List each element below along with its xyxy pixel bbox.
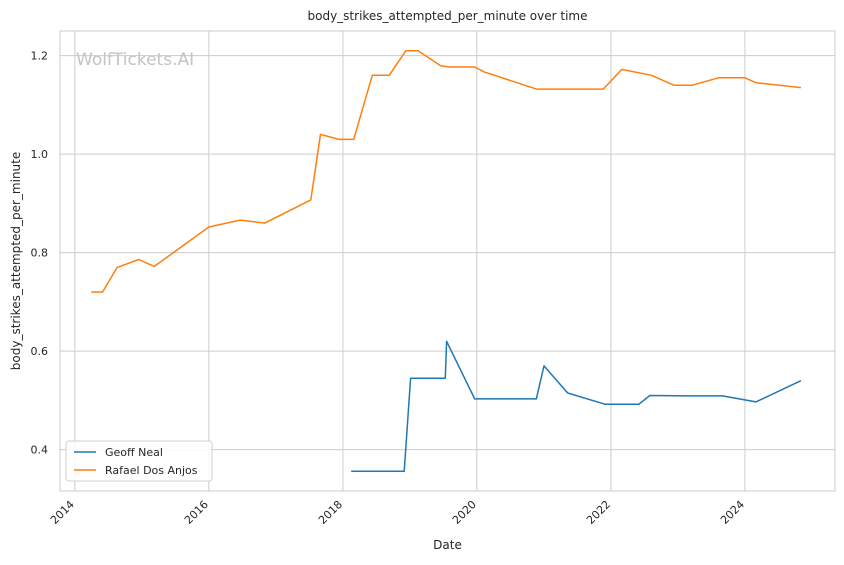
legend-label: Geoff Neal: [105, 446, 163, 459]
legend: Geoff Neal Rafael Dos Anjos: [65, 440, 213, 482]
legend-label: Rafael Dos Anjos: [105, 464, 198, 477]
series-line-1: [91, 49, 801, 293]
y-axis-label: body_strikes_attempted_per_minute: [9, 152, 23, 370]
watermark: WolfTickets.AI: [76, 50, 194, 70]
y-tick-label: 0.4: [31, 444, 49, 457]
x-axis-label: Date: [433, 538, 462, 552]
x-axis-ticks: 2014 2016 2018 2020 2022 2024: [48, 498, 747, 527]
y-tick-label: 0.6: [31, 345, 49, 358]
plot-frame: [59, 30, 836, 492]
x-tick-label: 2018: [316, 498, 345, 527]
chart-title: body_strikes_attempted_per_minute over t…: [308, 9, 588, 23]
legend-box: [65, 440, 213, 482]
y-tick-label: 1.2: [31, 50, 49, 63]
x-tick-label: 2020: [450, 498, 479, 527]
x-tick-label: 2022: [584, 498, 613, 527]
series: [91, 49, 802, 473]
y-tick-label: 0.8: [31, 247, 49, 260]
x-tick-label: 2016: [182, 498, 211, 527]
y-axis-ticks: 0.4 0.6 0.8 1.0 1.2: [31, 50, 49, 457]
grid: [60, 31, 835, 491]
x-tick-label: 2014: [48, 498, 77, 527]
series-line-0: [351, 340, 802, 473]
y-tick-label: 1.0: [31, 148, 49, 161]
x-tick-label: 2024: [718, 498, 747, 527]
